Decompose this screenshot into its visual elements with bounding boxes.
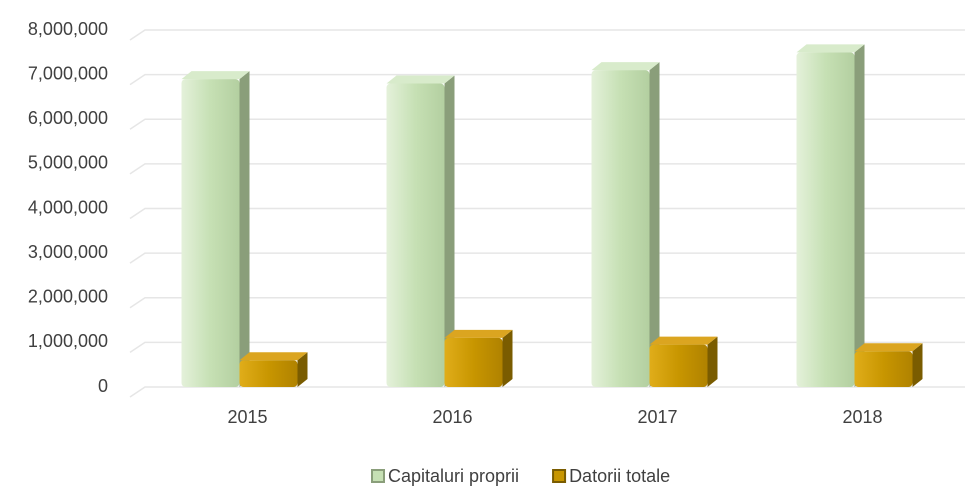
- bar-face: [854, 44, 865, 387]
- legend-label: Datorii totale: [569, 466, 670, 486]
- bar-face: [649, 336, 718, 345]
- bar: [239, 352, 308, 387]
- x-tick-label: 2016: [432, 407, 472, 427]
- bar-face: [502, 329, 513, 387]
- bar-face: [796, 52, 855, 387]
- grid-line: [129, 163, 965, 175]
- grid-line: [129, 118, 965, 130]
- bar-face: [591, 62, 660, 71]
- y-tick-label: 6,000,000: [28, 108, 108, 128]
- bar-face: [239, 352, 308, 361]
- grid-line: [129, 386, 965, 398]
- bar-face: [444, 329, 513, 338]
- bar-face: [707, 336, 718, 387]
- bar-face: [912, 343, 923, 387]
- y-tick-label: 5,000,000: [28, 153, 108, 173]
- bar-face: [796, 44, 865, 53]
- x-tick-label: 2017: [637, 407, 677, 427]
- y-tick-label: 8,000,000: [28, 19, 108, 39]
- bar-face: [181, 79, 240, 388]
- bar: [854, 343, 923, 387]
- y-tick-label: 4,000,000: [28, 197, 108, 217]
- bar-face: [854, 343, 923, 352]
- bar-face: [239, 360, 298, 387]
- y-tick-label: 3,000,000: [28, 242, 108, 262]
- grid-line: [129, 252, 965, 264]
- bar: [386, 75, 455, 388]
- y-tick-label: 2,000,000: [28, 287, 108, 307]
- bar-face: [444, 75, 455, 388]
- legend-swatch: [371, 469, 385, 483]
- y-tick-label: 1,000,000: [28, 331, 108, 351]
- bar: [796, 44, 865, 387]
- grid-line: [129, 73, 965, 86]
- x-tick-label: 2018: [842, 407, 882, 427]
- bar-face: [444, 337, 503, 387]
- bar-face: [854, 351, 913, 387]
- bar-face: [591, 70, 650, 387]
- bar: [181, 71, 250, 388]
- legend-label: Capitaluri proprii: [388, 466, 519, 486]
- y-tick-label: 7,000,000: [28, 63, 108, 83]
- bar: [649, 336, 718, 387]
- bar-face: [386, 83, 445, 388]
- legend-swatch: [552, 469, 567, 483]
- bar: [591, 62, 660, 387]
- bar-face: [239, 71, 250, 388]
- y-tick-label: 0: [98, 376, 108, 396]
- x-tick-label: 2015: [227, 407, 267, 427]
- bar-face: [649, 344, 708, 387]
- bar-face: [181, 71, 250, 80]
- grid-line: [129, 297, 965, 309]
- grid-line: [129, 29, 965, 41]
- grid-line: [129, 207, 965, 220]
- bar-face: [297, 352, 308, 387]
- bar: [444, 329, 513, 387]
- bar-face: [386, 75, 455, 84]
- bar-face: [649, 62, 660, 387]
